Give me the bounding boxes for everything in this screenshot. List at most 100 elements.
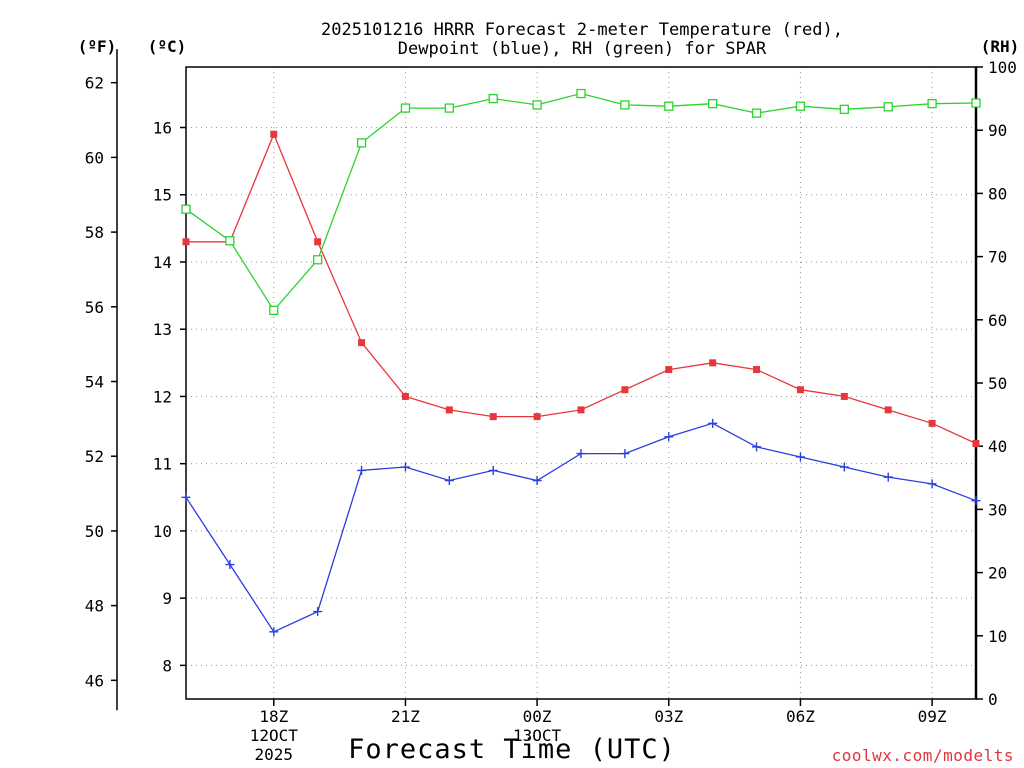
celsius-tick-label: 12 xyxy=(153,387,172,406)
dewpoint-point xyxy=(181,492,191,502)
rh-tick-label: 20 xyxy=(988,564,1007,583)
rh-tick-label: 80 xyxy=(988,184,1007,203)
2-meter-temperature-point xyxy=(182,238,190,246)
rh-tick-label: 90 xyxy=(988,121,1007,140)
celsius-tick-label: 16 xyxy=(153,119,172,138)
x-tick-label: 21Z xyxy=(391,707,420,726)
x-axis-title: Forecast Time (UTC) xyxy=(348,734,676,765)
gridlines xyxy=(186,67,976,699)
relative-humidity-point xyxy=(664,101,674,111)
fahrenheit-tick-label: 54 xyxy=(85,373,104,392)
rh-unit-label: (RH) xyxy=(981,37,1020,56)
axes: 8 9 10 11 12 13 14 15 16 46 48 50 52 54 56 58 60 62 0 10 20 3… xyxy=(85,49,1017,764)
relative-humidity-point xyxy=(400,103,411,113)
2-meter-temperature-point xyxy=(928,419,936,427)
x-tick-year-label: 2025 xyxy=(255,745,294,764)
dewpoint-point xyxy=(532,475,542,485)
dewpoint-point xyxy=(488,465,498,475)
fahrenheit-tick-label: 56 xyxy=(85,298,104,317)
rh-tick-label: 40 xyxy=(988,437,1007,456)
fahrenheit-unit-label: (ºF) xyxy=(78,37,117,56)
relative-humidity-point xyxy=(708,99,718,109)
celsius-tick-label: 11 xyxy=(153,455,172,474)
relative-humidity-point xyxy=(971,98,981,108)
2-meter-temperature-point xyxy=(533,413,541,421)
fahrenheit-tick-label: 50 xyxy=(85,522,104,541)
relative-humidity-point xyxy=(356,138,367,148)
dewpoint-point xyxy=(313,607,323,617)
dewpoint-point xyxy=(883,472,893,482)
chart-title-line1: 2025101216 HRRR Forecast 2-meter Tempera… xyxy=(321,20,843,40)
relative-humidity-point xyxy=(883,102,893,112)
2-meter-temperature-point xyxy=(665,366,673,374)
rh-tick-label: 50 xyxy=(988,374,1007,393)
2-meter-temperature-point xyxy=(753,366,761,374)
celsius-tick-label: 14 xyxy=(153,253,172,272)
rh-tick-label: 0 xyxy=(988,690,998,709)
chart-title-line2: Dewpoint (blue), RH (green) for SPAR xyxy=(398,39,767,59)
rh-tick-label: 60 xyxy=(988,311,1007,330)
2-meter-temperature-point xyxy=(270,130,278,138)
fahrenheit-tick-label: 58 xyxy=(85,223,104,242)
2-meter-temperature-point xyxy=(840,392,848,400)
2-meter-temperature-point xyxy=(445,406,453,414)
2-meter-temperature-point xyxy=(314,238,322,246)
dewpoint-point xyxy=(839,462,849,472)
rh-tick-label: 100 xyxy=(988,58,1017,77)
fahrenheit-tick-label: 62 xyxy=(85,74,104,93)
relative-humidity-point xyxy=(620,100,630,110)
relative-humidity-point xyxy=(269,305,279,315)
dewpoint-point xyxy=(400,462,410,472)
2-meter-temperature-point xyxy=(577,406,585,414)
credit-label: coolwx.com/modelts xyxy=(832,746,1014,765)
relative-humidity-point xyxy=(444,103,454,113)
rh-tick-label: 70 xyxy=(988,248,1007,267)
2-meter-temperature-series xyxy=(182,130,980,448)
2-meter-temperature-point xyxy=(489,413,497,421)
2-meter-temperature-point xyxy=(884,406,892,414)
dewpoint-point xyxy=(708,418,718,428)
relative-humidity-point xyxy=(181,204,191,214)
2-meter-temperature-line xyxy=(186,132,977,445)
fahrenheit-tick-label: 46 xyxy=(85,671,104,690)
relative-humidity-series xyxy=(181,88,981,315)
fahrenheit-tick-label: 52 xyxy=(85,447,104,466)
series-layer xyxy=(181,88,981,637)
relative-humidity-point xyxy=(927,99,937,109)
x-tick-label: 09Z xyxy=(918,707,947,726)
celsius-unit-label: (ºC) xyxy=(148,37,187,56)
fahrenheit-tick-label: 48 xyxy=(85,597,104,616)
2-meter-temperature-point xyxy=(709,359,717,367)
x-tick-label: 06Z xyxy=(786,707,815,726)
2-meter-temperature-point xyxy=(972,440,980,448)
dewpoint-series xyxy=(181,418,981,637)
rh-tick-label: 30 xyxy=(988,500,1007,519)
celsius-tick-label: 15 xyxy=(153,186,172,205)
x-tick-date-label: 13OCT xyxy=(513,726,562,745)
relative-humidity-point xyxy=(313,255,323,265)
relative-humidity-point xyxy=(532,100,542,110)
dewpoint-point xyxy=(269,627,279,637)
dewpoint-point xyxy=(752,442,762,452)
relative-humidity-point xyxy=(751,108,762,118)
celsius-tick-label: 9 xyxy=(162,589,172,608)
dewpoint-point xyxy=(576,449,586,459)
x-tick-label: 00Z xyxy=(523,707,552,726)
dewpoint-point xyxy=(927,479,937,489)
dewpoint-point xyxy=(620,449,630,459)
relative-humidity-line xyxy=(185,92,977,312)
plot-frame xyxy=(185,66,977,700)
x-tick-date-label: 12OCT xyxy=(250,726,299,745)
dewpoint-point xyxy=(444,475,454,485)
celsius-tick-label: 8 xyxy=(162,656,172,675)
relative-humidity-point xyxy=(839,104,849,114)
relative-humidity-point xyxy=(795,101,806,111)
2-meter-temperature-point xyxy=(358,339,366,347)
celsius-tick-label: 10 xyxy=(153,522,172,541)
2-meter-temperature-point xyxy=(401,392,409,400)
dewpoint-point xyxy=(795,452,805,462)
relative-humidity-point xyxy=(225,236,235,246)
dewpoint-point xyxy=(225,560,235,570)
x-tick-label: 18Z xyxy=(259,707,288,726)
